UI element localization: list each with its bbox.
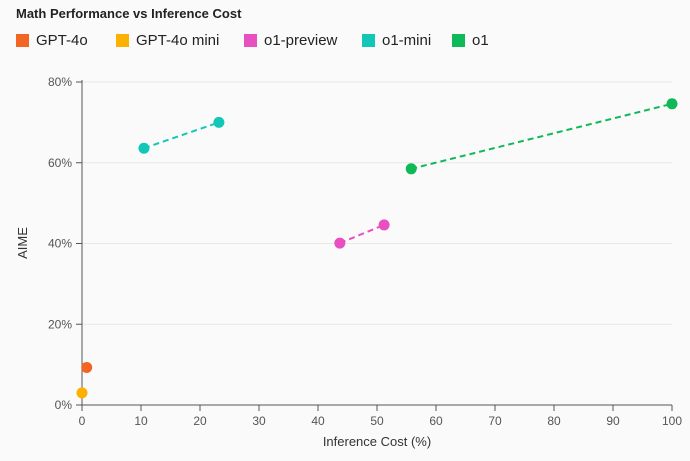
- legend-item: o1-preview: [244, 32, 362, 49]
- x-tick-label: 90: [606, 414, 620, 428]
- x-tick-label: 40: [311, 414, 325, 428]
- y-axis-label: AIME: [15, 227, 30, 259]
- data-point: [666, 98, 678, 110]
- legend-item: GPT-4o: [16, 32, 116, 49]
- data-point: [378, 219, 390, 231]
- legend-label: o1-preview: [264, 32, 338, 49]
- legend-label: o1: [472, 32, 489, 49]
- x-tick-label: 30: [252, 414, 266, 428]
- legend-label: GPT-4o: [36, 32, 88, 49]
- legend-swatch: [16, 34, 29, 47]
- x-tick-label: 20: [193, 414, 207, 428]
- legend-swatch: [116, 34, 129, 47]
- y-tick-label: 80%: [48, 75, 72, 89]
- series-line: [410, 102, 673, 170]
- data-point: [81, 361, 93, 373]
- legend-item: o1-mini: [362, 32, 452, 49]
- data-point: [138, 142, 150, 154]
- x-tick-label: 70: [488, 414, 502, 428]
- y-tick-label: 40%: [48, 237, 72, 251]
- legend-swatch: [452, 34, 465, 47]
- legend-item: GPT-4o mini: [116, 32, 244, 49]
- legend-label: o1-mini: [382, 32, 432, 49]
- legend-swatch: [362, 34, 375, 47]
- series-line: [143, 121, 220, 150]
- data-point: [405, 163, 417, 175]
- x-axis-label: Inference Cost (%): [323, 434, 431, 449]
- chart-title: Math Performance vs Inference Cost: [16, 6, 242, 21]
- legend: GPT-4o GPT-4o mini o1-preview o1-mini o1: [16, 32, 512, 49]
- x-tick-label: 100: [662, 414, 682, 428]
- legend-item: o1: [452, 32, 512, 49]
- x-tick-label: 50: [370, 414, 384, 428]
- x-tick-label: 60: [429, 414, 443, 428]
- legend-swatch: [244, 34, 257, 47]
- y-tick-label: 60%: [48, 156, 72, 170]
- data-point: [76, 387, 88, 399]
- y-tick-label: 0%: [55, 398, 73, 412]
- legend-label: GPT-4o mini: [136, 32, 220, 49]
- y-tick-label: 20%: [48, 317, 72, 331]
- data-point: [334, 237, 346, 249]
- x-tick-label: 80: [547, 414, 561, 428]
- data-point: [213, 116, 225, 128]
- x-tick-label: 0: [79, 414, 86, 428]
- x-tick-label: 10: [134, 414, 148, 428]
- series-line: [339, 224, 385, 245]
